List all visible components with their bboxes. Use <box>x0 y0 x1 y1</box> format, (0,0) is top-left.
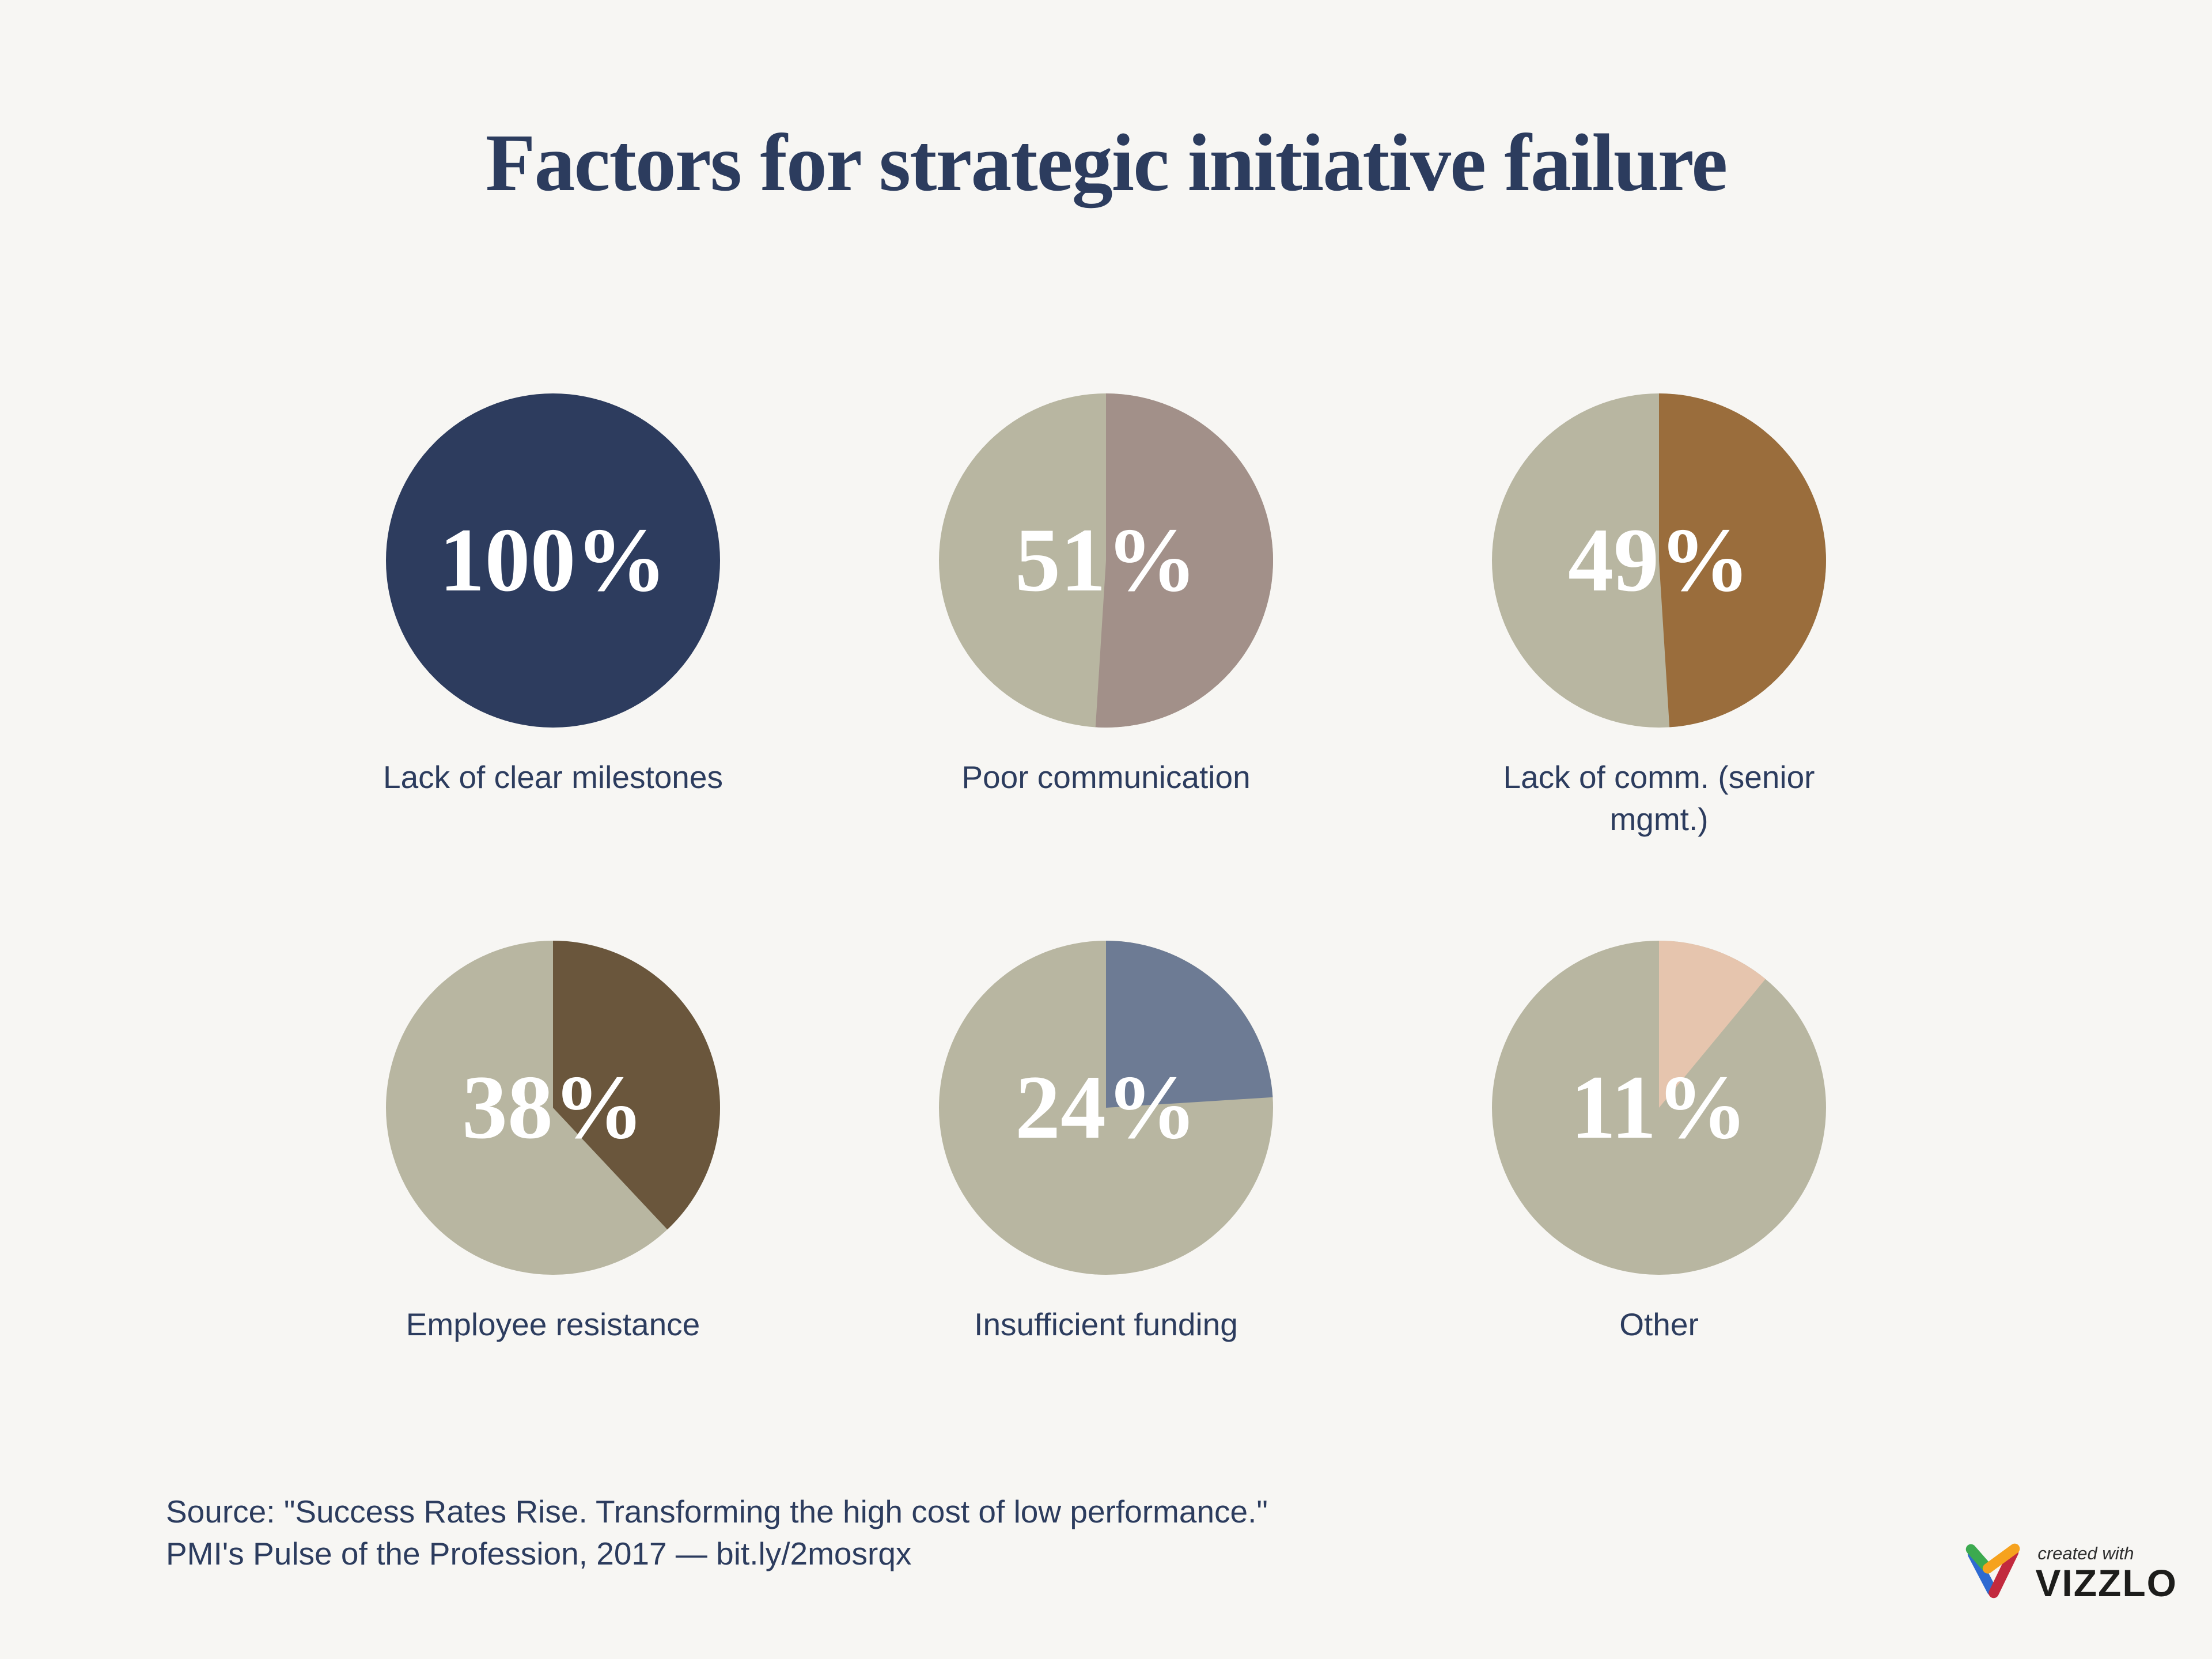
pie-caption: Other <box>1619 1306 1699 1342</box>
pie-cell-insufficient-funding: 24% Insufficient funding <box>830 941 1382 1346</box>
vizzlo-brand-name: VIZZLO <box>2035 1562 2177 1605</box>
source-note: Source: "Success Rates Rise. Transformin… <box>166 1491 1268 1575</box>
pie-caption: Employee resistance <box>406 1306 700 1342</box>
pie-chart: 49% <box>1492 393 1826 728</box>
pie-cell-other: 11% Other <box>1382 941 1936 1346</box>
pie-cell-employee-resistance: 38% Employee resistance <box>276 941 830 1346</box>
pie-row-top: 100% Lack of clear milestones 51% Poor c… <box>276 393 1936 840</box>
pie-value-label: 100% <box>439 510 667 611</box>
pie-value-label: 24% <box>1015 1057 1197 1158</box>
pie-value-label: 38% <box>462 1057 644 1158</box>
pie-chart: 51% <box>939 393 1273 728</box>
pie-chart: 24% <box>939 941 1273 1275</box>
pie-value-label: 11% <box>1570 1057 1748 1158</box>
pie-chart: 11% <box>1492 941 1826 1275</box>
pie-row-bottom: 38% Employee resistance 24% Insufficient… <box>276 941 1936 1346</box>
pie-cell-lack-of-comm-senior-mgmt: 49% Lack of comm. (senior mgmt.) <box>1382 393 1936 840</box>
vizzlo-logo-icon <box>1966 1543 2020 1599</box>
source-line-1: Source: "Success Rates Rise. Transformin… <box>166 1494 1268 1529</box>
vizzlo-watermark[interactable]: created with VIZZLO <box>1963 1541 2177 1603</box>
pie-value-label: 49% <box>1568 510 1750 611</box>
pie-caption: Lack of comm. (senior mgmt.) <box>1503 759 1815 837</box>
source-line-2: PMI's Pulse of the Profession, 2017 — bi… <box>166 1536 912 1572</box>
pie-chart: 100% <box>386 393 720 728</box>
chart-title: Factors for strategic initiative failure <box>485 117 1728 208</box>
pie-caption: Poor communication <box>961 759 1251 795</box>
pie-caption: Lack of clear milestones <box>383 759 723 795</box>
pie-cell-lack-of-clear-milestones: 100% Lack of clear milestones <box>276 393 830 840</box>
pie-cell-poor-communication: 51% Poor communication <box>830 393 1382 840</box>
pie-caption: Insufficient funding <box>974 1306 1238 1342</box>
vizzlo-logo-text: created with VIZZLO <box>2035 1541 2177 1603</box>
pie-chart: 38% <box>386 941 720 1275</box>
pie-value-label: 51% <box>1015 510 1197 611</box>
created-with-label: created with <box>2037 1543 2134 1563</box>
